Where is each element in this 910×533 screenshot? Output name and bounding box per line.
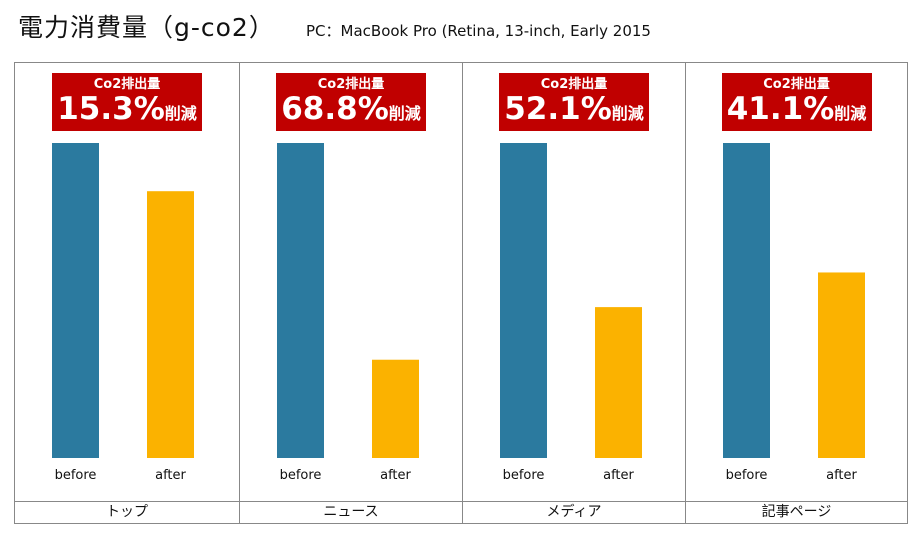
bar-chart-svg: before after [723,143,865,483]
badge-label: Co2排出量 [93,77,161,92]
chart-panels: Co2排出量 15.3%削減 before after トップ Co2排出量 68… [14,62,908,524]
panel-media: Co2排出量 52.1%削減 before after メディア [462,63,685,523]
category-label: ニュース [240,501,462,523]
panel-article: Co2排出量 41.1%削減 before after 記事ページ [685,63,907,523]
badge-value: 52.1% [504,91,612,127]
badge-value: 68.8% [281,91,389,127]
badge-label: Co2排出量 [763,77,830,92]
bar-tick-label: before [726,468,768,483]
badge-label: Co2排出量 [540,77,608,92]
bar-tick-label: before [280,468,322,483]
badge-suffix: 削減 [164,104,197,123]
bar-chart-svg: before after [52,143,194,483]
bar-before [723,143,770,458]
bar-before [500,143,547,458]
bar-chart-svg: before after [500,143,642,483]
bar-after [147,191,194,458]
page-subtitle: PC：MacBook Pro (Retina, 13-inch, Early 2… [306,22,651,40]
bar-before [277,143,324,458]
page-title: 電力消費量（g-co2） [18,13,275,42]
badge-label: Co2排出量 [317,77,385,92]
bar-chart-svg: before after [277,143,419,483]
badge-value: 41.1% [726,91,835,127]
bar-tick-label: before [503,468,545,483]
badge-suffix: 削減 [611,104,644,123]
category-label: トップ [15,501,239,523]
bar-tick-label: after [603,468,634,483]
bar-before [52,143,99,458]
badge-suffix: 削減 [834,104,867,123]
category-label: 記事ページ [686,501,907,523]
reduction-badge: Co2排出量 52.1%削減 [499,73,649,131]
bar-after [595,307,642,458]
reduction-badge: Co2排出量 15.3%削減 [52,73,202,131]
bar-after [818,272,865,458]
bar-tick-label: after [155,468,186,483]
bar-tick-label: before [55,468,97,483]
bar-tick-label: after [826,468,857,483]
panel-news: Co2排出量 68.8%削減 before after ニュース [239,63,462,523]
bar-tick-label: after [380,468,411,483]
panel-top: Co2排出量 15.3%削減 before after トップ [15,63,239,523]
reduction-badge: Co2排出量 41.1%削減 [721,73,872,131]
badge-suffix: 削減 [388,104,421,123]
bar-after [372,359,419,458]
reduction-badge: Co2排出量 68.8%削減 [276,73,426,131]
badge-value: 15.3% [57,91,165,127]
category-label: メディア [463,501,685,523]
